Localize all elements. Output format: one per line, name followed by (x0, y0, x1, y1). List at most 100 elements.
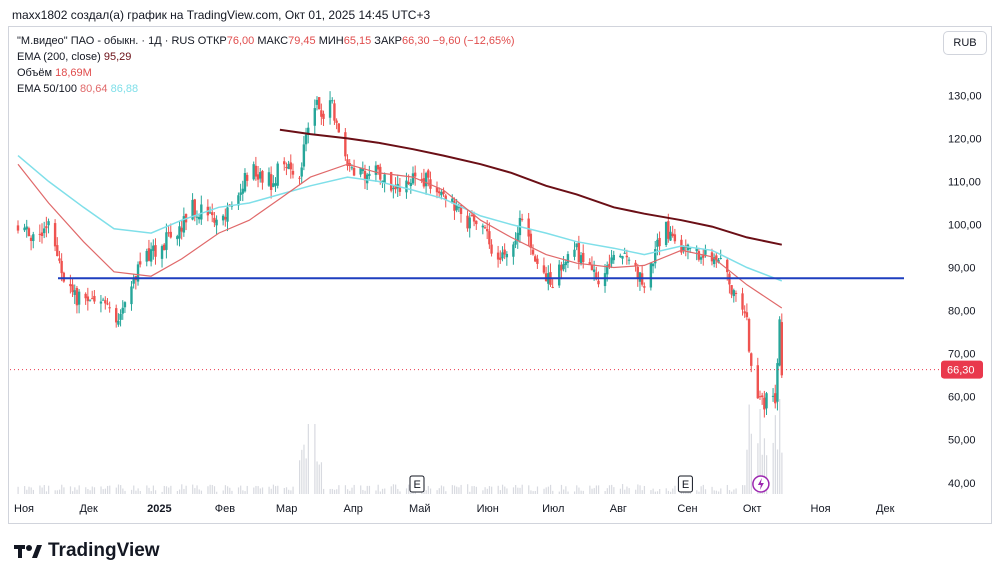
volume-bar (536, 486, 539, 494)
candle-body (86, 296, 90, 302)
candle-body (298, 177, 301, 179)
volume-bar (696, 490, 698, 494)
candle-body (534, 256, 537, 262)
volume-bar (246, 485, 248, 494)
candle-body (619, 255, 622, 258)
candle-body (656, 239, 659, 247)
volume-bar (124, 490, 126, 494)
volume-bar (69, 486, 72, 494)
candle-body (123, 302, 127, 308)
legend-ema200-row[interactable]: EMA (200, close) 95,29 (17, 49, 515, 65)
candle-body (765, 393, 768, 409)
volume-bar (781, 452, 783, 494)
volume-bar (501, 484, 504, 494)
candle-body (289, 162, 292, 170)
volume-bar (165, 486, 168, 494)
legend-ohlc-row: "М.видео" ПАО - обыкн. · 1Д · RUS ОТКР76… (17, 33, 515, 49)
volume-bar (39, 485, 41, 494)
volume-bar (482, 490, 484, 494)
candle-body (590, 264, 594, 271)
volume-bar (726, 484, 728, 494)
volume-bar (303, 444, 305, 494)
volume-bar (323, 488, 325, 494)
volume-bar (652, 488, 654, 494)
earnings-marker (677, 475, 693, 493)
x-tick-label: Окт (743, 503, 762, 515)
candle-body (444, 195, 447, 201)
volume-bar (344, 485, 347, 494)
x-tick-label: Мар (276, 503, 298, 515)
candle-body (551, 286, 554, 288)
candle-body (756, 365, 759, 399)
x-tick-label: Июн (477, 503, 499, 515)
volume-bar (152, 485, 155, 494)
volume-bar (30, 487, 32, 494)
symbol-label[interactable]: "М.видео" ПАО - обыкн. · 1Д · RUS (17, 35, 195, 47)
volume-bar (54, 490, 56, 494)
tradingview-logo-icon (14, 545, 42, 558)
volume-bar (578, 487, 580, 494)
last-price-label: 66,30 (947, 365, 975, 377)
candle-body (23, 227, 26, 231)
candle-body (717, 259, 720, 263)
candle-body (392, 187, 395, 190)
candle-body (413, 172, 417, 177)
tradingview-logo[interactable]: TradingView (14, 540, 160, 562)
volume-bar (700, 486, 702, 494)
candle-body (442, 191, 445, 194)
volume-bar (209, 484, 211, 494)
legend-ema50-100-row[interactable]: EMA 50/100 80,64 86,88 (17, 81, 515, 97)
candle-body (58, 258, 61, 261)
volume-bar (718, 491, 720, 494)
candle-body (115, 308, 118, 323)
y-tick-label: 60,00 (948, 392, 976, 404)
candle-body (239, 192, 242, 196)
candle-body (505, 253, 509, 258)
close-value: 66,30 (402, 35, 430, 47)
candle-body (405, 180, 408, 193)
y-tick-label: 70,00 (948, 349, 976, 361)
volume-bar (593, 488, 595, 494)
volume-bar (621, 484, 624, 494)
candle-body (47, 221, 50, 226)
volume-bar (133, 485, 135, 494)
y-tick-label: 90,00 (948, 263, 976, 275)
candle-body (612, 254, 615, 261)
candle-body (582, 252, 585, 263)
ema200-line (279, 128, 783, 246)
volume-bar (211, 485, 213, 494)
volume-bar (63, 487, 65, 494)
volume-bar (720, 488, 722, 494)
volume-bar (567, 491, 569, 494)
volume-bar (643, 485, 646, 494)
volume-bar (307, 424, 309, 494)
candle-body (424, 173, 428, 187)
candle-body (45, 226, 48, 229)
candle-body (483, 227, 487, 229)
volume-bar (412, 491, 414, 494)
volume-bar (399, 491, 401, 494)
volume-bar (637, 484, 639, 494)
candle-body (394, 185, 397, 190)
volume-bar (102, 489, 104, 494)
volume-bar (748, 404, 750, 494)
volume-bar (364, 490, 366, 494)
candle-body (763, 397, 766, 410)
volume-bar (744, 485, 746, 494)
candle-body (60, 260, 63, 274)
volume-bar (532, 491, 534, 494)
volume-bar (213, 486, 216, 494)
volume-bar (563, 489, 565, 494)
candle-body (750, 353, 753, 366)
candle-body (335, 120, 338, 123)
volume-bar (181, 484, 183, 494)
earnings-marker-label: E (682, 479, 689, 491)
legend-volume-row[interactable]: Объём 18,69M (17, 65, 515, 81)
currency-button[interactable]: RUB (943, 31, 987, 55)
volume-bar (491, 486, 493, 494)
candle-body (651, 263, 655, 267)
candle-body (688, 247, 692, 249)
volume-bar (196, 485, 198, 494)
volume-bar (259, 488, 261, 494)
